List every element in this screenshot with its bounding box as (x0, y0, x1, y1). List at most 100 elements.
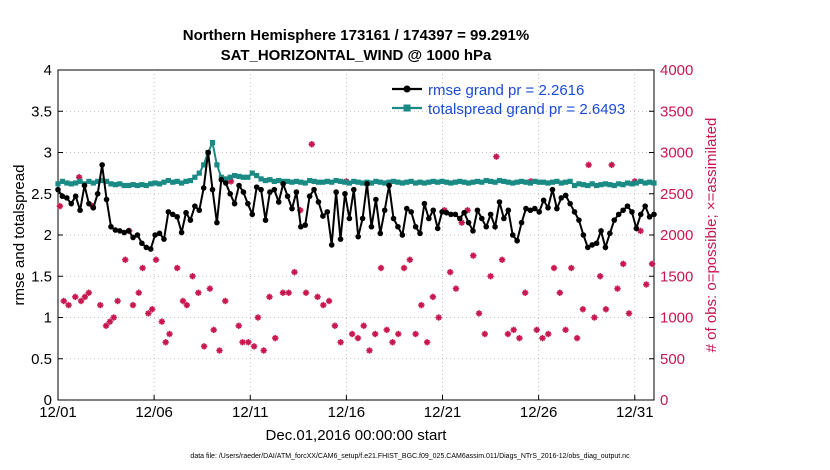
spread-point (536, 179, 542, 185)
spread-point (386, 179, 392, 185)
rmse-point (253, 184, 260, 190)
axis-ticks: 0 0.5 1 1.5 2 2.5 3 3.5 4 0 500 1000 1500 2000 2500 300… (31, 62, 693, 421)
rmse-point (130, 234, 136, 241)
chart-title-line1: Northern Hemisphere 173161 / 174397 = 99… (183, 27, 529, 44)
rmse-point (156, 230, 163, 237)
rmse-point (245, 200, 251, 207)
obs-count-point (354, 334, 362, 342)
rmse-point (629, 209, 635, 215)
rmse-point (275, 199, 282, 205)
rmse-point (461, 209, 467, 216)
spread-point (594, 182, 600, 189)
obs-count-point (320, 301, 327, 309)
spread-point (174, 178, 180, 184)
rmse-point (81, 182, 88, 189)
spread-point (465, 180, 472, 186)
rmse-point (222, 180, 229, 186)
rmse-point (607, 230, 613, 237)
obs-count-point (475, 310, 483, 317)
rmse-point (633, 225, 640, 232)
rmse-point (143, 244, 150, 251)
obs-count-point (418, 301, 425, 309)
chart-title-line2: SAT_HORIZONTAL_WIND @ 1000 hPa (221, 47, 492, 64)
spread-point (576, 181, 582, 187)
spread-point (642, 180, 648, 186)
spread-point (267, 177, 273, 183)
rmse-point (183, 209, 189, 216)
spread-point (404, 179, 410, 185)
rmse-point (646, 214, 653, 220)
obs-count-point (608, 161, 615, 169)
obs-count-point (383, 326, 390, 334)
rmse-point (342, 190, 348, 197)
spread-point (461, 179, 467, 185)
obs-count-point (135, 289, 142, 296)
rmse-point (558, 195, 565, 201)
rmse-point (337, 236, 344, 242)
rmse-point (487, 211, 494, 218)
rmse-point (196, 207, 203, 214)
obs-count-point (60, 297, 67, 305)
rmse-point (152, 232, 158, 238)
spread-point (223, 176, 229, 182)
spread-point (64, 180, 70, 186)
rmse-point (518, 219, 525, 226)
spread-point (598, 182, 604, 188)
rmse-point (443, 209, 450, 216)
data-file-footnote: data file: /Users/raeder/DAI/ATM_forcXX/… (190, 453, 630, 460)
legend-rmse-label: rmse grand pr = 2.2616 (428, 82, 584, 99)
rmse-point (174, 214, 180, 220)
obs-count-point (260, 347, 267, 354)
spread-point (170, 179, 176, 185)
spread-point (457, 178, 463, 184)
y-tick-label-right: 2000 (660, 227, 693, 244)
obs-count-point (81, 293, 89, 301)
spread-point (355, 179, 361, 185)
rmse-point (505, 207, 512, 214)
obs-count-point (158, 318, 166, 325)
spread-point (390, 178, 397, 184)
spread-point (324, 178, 330, 184)
spread-point (496, 177, 503, 184)
spread-point (452, 179, 458, 185)
obs-count-point (366, 347, 373, 354)
spread-point (236, 173, 242, 180)
rmse-point (576, 217, 582, 223)
rmse-point (368, 223, 375, 230)
rmse-point (324, 209, 331, 215)
spread-point (77, 178, 83, 184)
obs-count-point (189, 273, 196, 280)
obs-count-point (429, 293, 437, 301)
spread-point (563, 179, 569, 185)
rmse-point (399, 232, 406, 238)
spread-point (474, 178, 481, 184)
spread-point (421, 180, 428, 186)
rmse-point (589, 242, 595, 248)
spread-point (130, 182, 136, 188)
rmse-point (492, 223, 498, 230)
spread-point (315, 179, 322, 185)
rmse-point (249, 211, 256, 218)
spread-point (620, 182, 626, 188)
rmse-point (280, 181, 286, 187)
obs-count-point (250, 343, 258, 350)
obs-count-point (620, 260, 627, 268)
obs-count-point (195, 289, 202, 296)
rmse-point (328, 242, 335, 248)
obs-count-point (266, 293, 273, 301)
obs-count-point (493, 153, 500, 160)
obs-count-point (591, 314, 598, 321)
rmse-point (377, 230, 384, 237)
rmse-point (474, 207, 481, 214)
rmse-point (364, 181, 370, 187)
spread-point (488, 178, 494, 184)
obs-count-point (183, 301, 191, 309)
rmse-point (545, 204, 551, 211)
spread-point (231, 173, 238, 179)
spread-point (501, 178, 507, 184)
rmse-point (125, 228, 132, 234)
obs-count-point (556, 289, 563, 296)
rmse-point (218, 176, 225, 183)
rmse-point (456, 215, 463, 222)
